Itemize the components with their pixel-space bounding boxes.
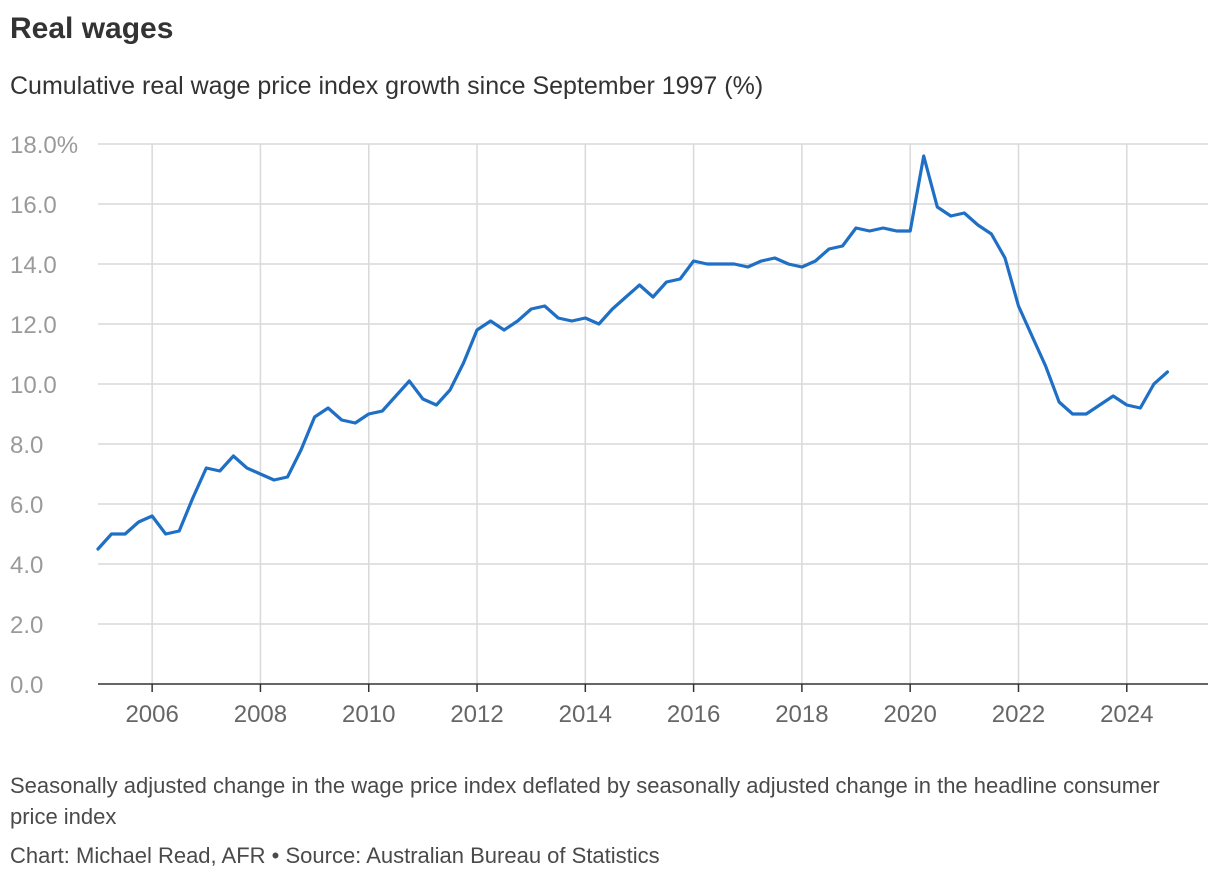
y-tick-labels: 0.0 2.0 4.0 6.0 8.0 10.0 12.0 14.0 16.0 18.0% [10, 132, 78, 699]
series-line-0 [96, 154, 1170, 551]
y-tick-label: 0.0 [10, 672, 43, 699]
y-tick-label: 4.0 [10, 552, 43, 579]
x-tick-label: 2010 [342, 701, 395, 728]
y-tick-label: 16.0 [10, 192, 57, 219]
x-tick-label: 2012 [450, 701, 503, 728]
y-tick-label: 12.0 [10, 312, 57, 339]
chart-note: Seasonally adjusted change in the wage p… [10, 773, 1160, 829]
x-tick-label: 2016 [667, 701, 720, 728]
axes [98, 683, 1208, 692]
x-tick-label: 2008 [234, 701, 287, 728]
x-tick-labels: 2006 2008 2010 2012 2014 2016 2018 2020 2022 2024 [125, 701, 1153, 728]
x-tick-label: 2022 [992, 701, 1045, 728]
y-tick-label: 6.0 [10, 492, 43, 519]
x-tick-label: 2006 [125, 701, 178, 728]
x-tick-label: 2020 [883, 701, 936, 728]
chart-credit: Chart: Michael Read, AFR • Source: Austr… [10, 843, 660, 868]
y-tick-label: 2.0 [10, 612, 43, 639]
x-tick-label: 2018 [775, 701, 828, 728]
line-chart: 0.0 2.0 4.0 6.0 8.0 10.0 12.0 14.0 16.0 18.0% 200… [10, 132, 1208, 728]
series-lines [96, 154, 1170, 551]
y-tick-label: 18.0% [10, 132, 78, 159]
x-tick-label: 2024 [1100, 701, 1153, 728]
x-tick-label: 2014 [559, 701, 612, 728]
chart-subtitle: Cumulative real wage price index growth … [10, 72, 764, 100]
chart-title: Real wages [10, 12, 174, 45]
grid-lines [98, 143, 1208, 684]
y-tick-label: 10.0 [10, 372, 57, 399]
y-tick-label: 14.0 [10, 252, 57, 279]
y-tick-label: 8.0 [10, 432, 43, 459]
